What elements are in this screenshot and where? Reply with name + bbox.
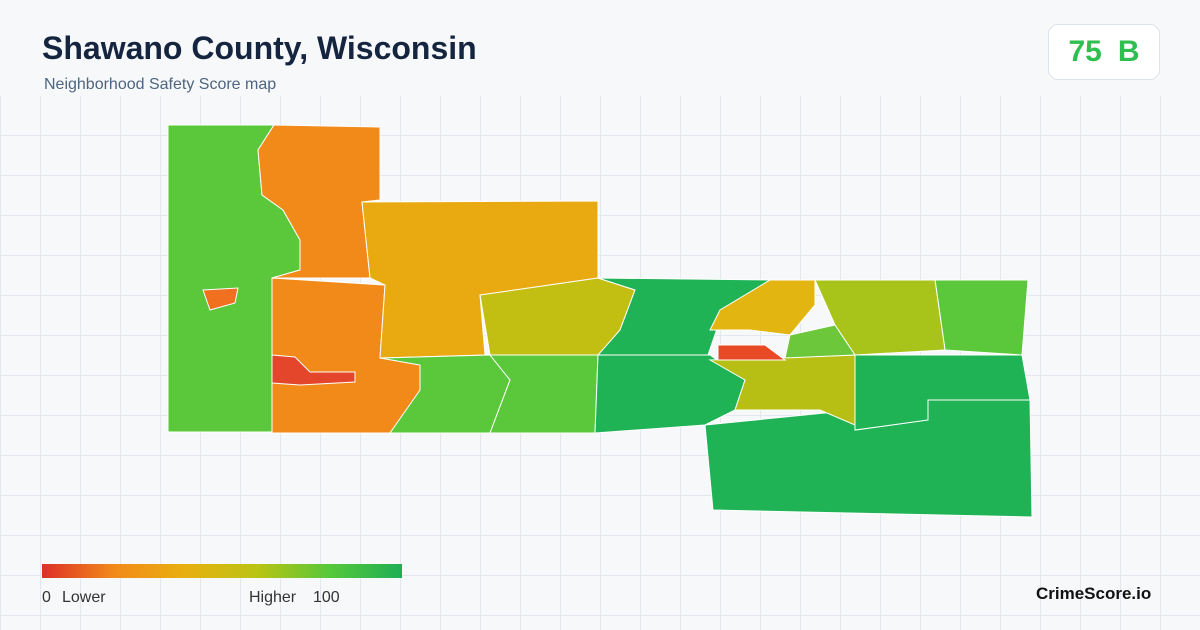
- region: [271, 354, 356, 386]
- legend-max-label: Higher: [249, 589, 297, 606]
- region: [488, 354, 599, 434]
- subtitle: Neighborhood Safety Score map: [44, 76, 277, 93]
- header: Shawano County, Wisconsin Neighborhood S…: [0, 0, 1200, 96]
- legend-max: 100: [313, 589, 340, 606]
- brand: CrimeScore.io: [1036, 584, 1152, 603]
- region: [814, 279, 946, 356]
- grade: B: [1117, 35, 1140, 68]
- region: [202, 287, 239, 311]
- legend-min-label: Lower: [62, 589, 106, 606]
- score: 75: [1068, 35, 1102, 68]
- region: [257, 124, 381, 279]
- region: [709, 279, 816, 336]
- legend-min: 0: [42, 589, 51, 606]
- score-badge: 75 B: [1048, 24, 1160, 80]
- title: Shawano County, Wisconsin: [42, 30, 477, 66]
- region: [934, 279, 1029, 356]
- region: [784, 324, 856, 359]
- region: [717, 344, 787, 361]
- legend-gradient: [42, 564, 402, 578]
